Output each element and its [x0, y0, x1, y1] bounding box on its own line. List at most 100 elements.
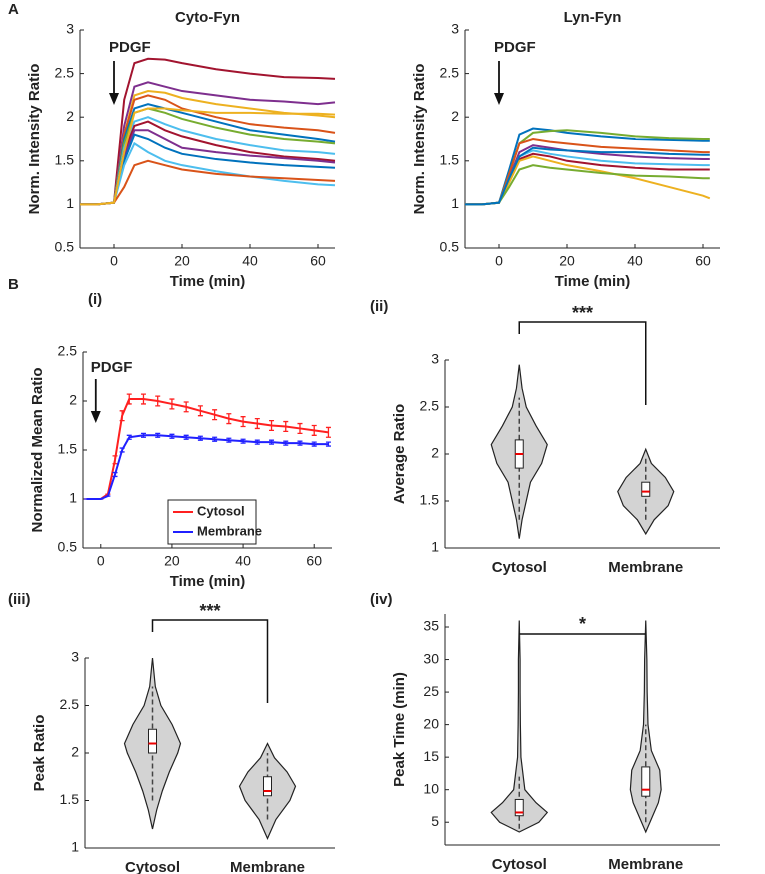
error-bar: [197, 435, 203, 441]
error-bar: [240, 416, 246, 428]
y-tick-label: 1: [431, 539, 439, 555]
y-tick-label: 15: [423, 748, 439, 764]
legend-label: Membrane: [197, 523, 262, 538]
y-tick-label: 2: [451, 108, 459, 124]
significance-bracket: [151, 619, 269, 703]
series-line: [80, 107, 336, 206]
y-tick-label: 1.5: [55, 152, 75, 168]
error-bar: [212, 409, 218, 421]
error-bar: [297, 440, 303, 446]
panel-label: (iii): [8, 591, 31, 608]
error-bar: [126, 393, 132, 405]
x-tick-label: 40: [235, 553, 251, 569]
series-line: [465, 146, 710, 206]
y-axis-label: Peak Ratio: [31, 715, 48, 792]
error-bar: [140, 393, 146, 405]
error-bar: [169, 433, 175, 439]
annotation: PDGF: [109, 39, 151, 56]
violin: [490, 620, 549, 833]
y-tick-label: 1: [66, 195, 74, 211]
error-bar: [183, 401, 189, 413]
box: [263, 776, 272, 797]
y-tick-label: 20: [423, 715, 439, 731]
error-bar: [183, 434, 189, 440]
y-tick-label: 3: [431, 351, 439, 367]
error-bar: [155, 395, 161, 407]
y-tick-label: 2.5: [440, 64, 460, 80]
y-axis-label: Average Ratio: [391, 404, 408, 504]
significance-bracket: [518, 321, 647, 405]
x-tick-label: 60: [310, 253, 326, 269]
y-tick-label: 1: [69, 490, 77, 506]
error-bar: [325, 426, 331, 438]
x-tick-label: 20: [164, 553, 180, 569]
y-tick-label: 2.5: [420, 398, 440, 414]
panel-label: (iv): [370, 591, 393, 608]
x-tick-label: 0: [110, 253, 118, 269]
series-line: [86, 398, 329, 500]
y-tick-label: 1.5: [440, 152, 460, 168]
error-bar: [197, 405, 203, 417]
x-tick-label: Cytosol: [492, 559, 547, 576]
error-bar: [325, 441, 331, 447]
box: [641, 481, 651, 497]
error-bar: [112, 455, 118, 465]
error-bar: [311, 424, 317, 436]
y-tick-label: 1.5: [58, 441, 78, 457]
significance-label: ***: [572, 303, 593, 323]
error-bar: [297, 422, 303, 434]
error-bar: [226, 437, 232, 443]
error-bar: [269, 439, 275, 445]
y-axis-label: Normalized Mean Ratio: [29, 367, 46, 532]
y-tick-label: 1.5: [420, 492, 440, 508]
x-tick-label: 60: [695, 253, 711, 269]
y-tick-label: 1: [451, 195, 459, 211]
error-bar: [119, 410, 125, 422]
x-tick-label: 20: [559, 253, 575, 269]
x-tick-label: Membrane: [608, 856, 683, 873]
error-bar: [311, 441, 317, 447]
panel-label: (ii): [370, 298, 388, 315]
y-tick-label: 25: [423, 683, 439, 699]
y-tick-label: 0.5: [55, 239, 75, 255]
y-tick-label: 3: [66, 21, 74, 37]
x-tick-label: Membrane: [608, 559, 683, 576]
x-tick-label: Membrane: [230, 859, 305, 874]
error-bar: [283, 440, 289, 446]
x-axis-label: Time (min): [170, 573, 246, 590]
y-tick-label: 1.5: [60, 791, 80, 807]
annotation: PDGF: [91, 359, 133, 376]
x-tick-label: 0: [97, 553, 105, 569]
significance-label: ***: [199, 601, 220, 621]
error-bar: [283, 420, 289, 433]
x-tick-label: 60: [306, 553, 322, 569]
annotation-arrowhead: [494, 93, 504, 105]
x-tick-label: Cytosol: [125, 859, 180, 874]
error-bar: [119, 447, 125, 453]
legend-box: [167, 499, 257, 545]
x-tick-label: 20: [174, 253, 190, 269]
x-tick-label: 40: [242, 253, 258, 269]
y-axis-label: Norm. Intensity Ratio: [26, 64, 43, 215]
y-tick-label: 2: [71, 744, 79, 760]
error-bar: [226, 413, 232, 425]
annotation-arrowhead: [90, 411, 101, 423]
y-axis-label: Norm. Intensity Ratio: [411, 64, 428, 215]
y-tick-label: 5: [431, 813, 439, 829]
y-tick-label: 2.5: [55, 64, 75, 80]
error-bar: [140, 432, 146, 438]
error-bar: [169, 398, 175, 410]
legend-label: Cytosol: [197, 503, 245, 518]
error-bar: [126, 434, 132, 440]
panel-label: (i): [88, 291, 102, 308]
y-tick-label: 30: [423, 650, 439, 666]
significance-label: *: [579, 614, 586, 634]
y-tick-label: 2: [69, 392, 77, 408]
y-tick-label: 0.5: [58, 539, 78, 555]
chart-title: Cyto-Fyn: [175, 9, 240, 26]
error-bar: [212, 436, 218, 442]
y-tick-label: 2.5: [60, 696, 80, 712]
error-bar: [254, 439, 260, 445]
x-tick-label: Cytosol: [492, 856, 547, 873]
